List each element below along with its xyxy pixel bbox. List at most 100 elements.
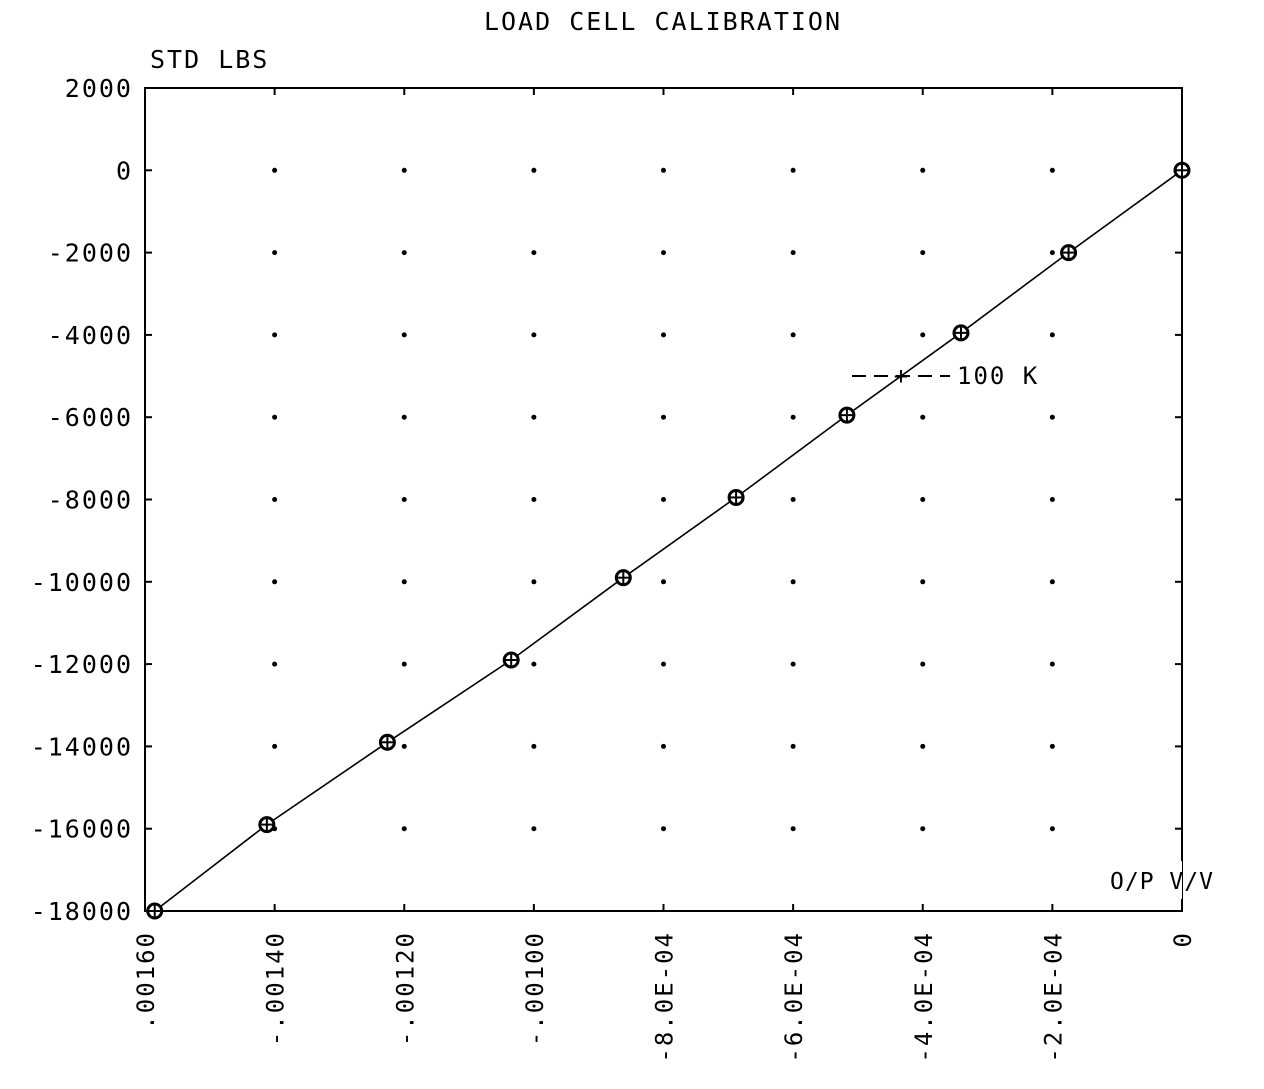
grid-dot bbox=[531, 167, 537, 173]
grid-dot bbox=[920, 743, 926, 749]
y-tick-label: -12000 bbox=[31, 650, 133, 679]
y-tick-label: -6000 bbox=[48, 403, 133, 432]
grid-dot bbox=[531, 579, 537, 585]
grid-dot bbox=[661, 497, 666, 502]
chart-title: LOAD CELL CALIBRATION bbox=[484, 7, 842, 36]
grid-dot bbox=[920, 250, 926, 256]
grid-dot bbox=[790, 250, 796, 256]
grid-dot bbox=[272, 579, 278, 585]
grid-dot bbox=[401, 250, 407, 256]
grid-dot bbox=[790, 167, 796, 173]
grid-dot bbox=[920, 332, 926, 338]
grid-dot bbox=[661, 743, 666, 749]
grid-dot bbox=[531, 497, 537, 502]
data-point bbox=[1060, 244, 1078, 262]
grid-dot bbox=[920, 167, 926, 173]
y-tick-label: -18000 bbox=[31, 897, 133, 926]
x-tick-label: -4.0E-04 bbox=[910, 931, 938, 1063]
grid-dot bbox=[790, 743, 796, 749]
x-tick-label: -.00140 bbox=[262, 931, 290, 1046]
grid-dot bbox=[661, 579, 666, 585]
grid-dot bbox=[920, 414, 926, 420]
grid-dot bbox=[401, 743, 407, 749]
grid-dot bbox=[531, 414, 537, 420]
legend: + 100 K bbox=[852, 362, 1039, 390]
grid-dot bbox=[401, 167, 407, 173]
grid-dot bbox=[661, 332, 666, 338]
grid-dot bbox=[661, 826, 666, 832]
grid-dot bbox=[531, 743, 537, 749]
data-point bbox=[502, 651, 520, 669]
data-point bbox=[614, 569, 632, 587]
legend-marker: + bbox=[894, 362, 908, 390]
y-axis-ticks: 2000 0 -2000 -4000 -6000 -8000 -10000 -12000 -14… bbox=[31, 74, 1182, 926]
grid-dot bbox=[1049, 497, 1055, 502]
data-point bbox=[146, 902, 164, 920]
data-point bbox=[838, 406, 856, 424]
x-tick-label: 0 bbox=[1169, 931, 1197, 947]
legend-label: 100 K bbox=[957, 362, 1039, 390]
grid-dot bbox=[1049, 250, 1055, 256]
grid-dot bbox=[401, 826, 407, 832]
grid-dot bbox=[1049, 579, 1055, 585]
grid-dot bbox=[401, 579, 407, 585]
grid-dot bbox=[920, 661, 926, 667]
y-tick-label: -4000 bbox=[48, 321, 133, 350]
grid-dot bbox=[661, 250, 666, 256]
data-point bbox=[727, 488, 745, 506]
grid-dot bbox=[1049, 826, 1055, 832]
data-point bbox=[1173, 161, 1191, 179]
grid-dot bbox=[272, 661, 278, 667]
y-tick-label: -10000 bbox=[31, 568, 133, 597]
grid-dot bbox=[1049, 414, 1055, 420]
grid-dot bbox=[272, 332, 278, 338]
x-tick-label: -.00100 bbox=[521, 931, 549, 1046]
grid-dot bbox=[790, 826, 796, 832]
grid-dot bbox=[401, 332, 407, 338]
y-tick-label: -14000 bbox=[31, 732, 133, 761]
grid-dot bbox=[790, 661, 796, 667]
x-tick-label: -8.0E-04 bbox=[651, 931, 679, 1063]
grid-dot bbox=[661, 414, 666, 420]
x-tick-label: .00160 bbox=[132, 931, 160, 1030]
grid-dot bbox=[401, 661, 407, 667]
y-tick-label: 2000 bbox=[65, 74, 133, 103]
data-point bbox=[258, 816, 276, 834]
grid-dot bbox=[790, 332, 796, 338]
x-tick-label: -2.0E-04 bbox=[1039, 931, 1067, 1063]
grid-dot bbox=[531, 250, 537, 256]
y-tick-label: 0 bbox=[116, 156, 133, 185]
grid-dot bbox=[272, 167, 278, 173]
grid-dot bbox=[790, 497, 796, 502]
grid-dot bbox=[920, 826, 926, 832]
grid-dot bbox=[272, 250, 278, 256]
grid-dot bbox=[401, 497, 407, 502]
grid-dot bbox=[790, 414, 796, 420]
grid-dot bbox=[920, 579, 926, 585]
grid-dot bbox=[1049, 743, 1055, 749]
grid-dot bbox=[272, 743, 278, 749]
grid-dot bbox=[531, 661, 537, 667]
grid-dot bbox=[1049, 332, 1055, 338]
grid-dot bbox=[661, 661, 666, 667]
y-tick-label: -8000 bbox=[48, 486, 133, 515]
data-point bbox=[378, 733, 396, 751]
grid-dot bbox=[920, 497, 926, 502]
y-tick-label: -2000 bbox=[48, 239, 133, 268]
series-line bbox=[154, 169, 1183, 912]
grid-dot bbox=[272, 414, 278, 420]
grid-dot bbox=[531, 826, 537, 832]
y-tick-label: -16000 bbox=[31, 815, 133, 844]
grid-dot bbox=[1049, 661, 1055, 667]
x-axis-label: O/P V/V bbox=[1110, 869, 1214, 895]
grid-dot bbox=[401, 414, 407, 420]
x-axis-label-box bbox=[1106, 861, 1182, 899]
grid-dot bbox=[531, 332, 537, 338]
data-point bbox=[952, 324, 970, 342]
grid-dot bbox=[790, 579, 796, 585]
grid-dot bbox=[272, 497, 278, 502]
grid-dot bbox=[661, 167, 666, 173]
series-layer bbox=[146, 161, 1191, 920]
y-axis-label: STD LBS bbox=[150, 45, 269, 74]
